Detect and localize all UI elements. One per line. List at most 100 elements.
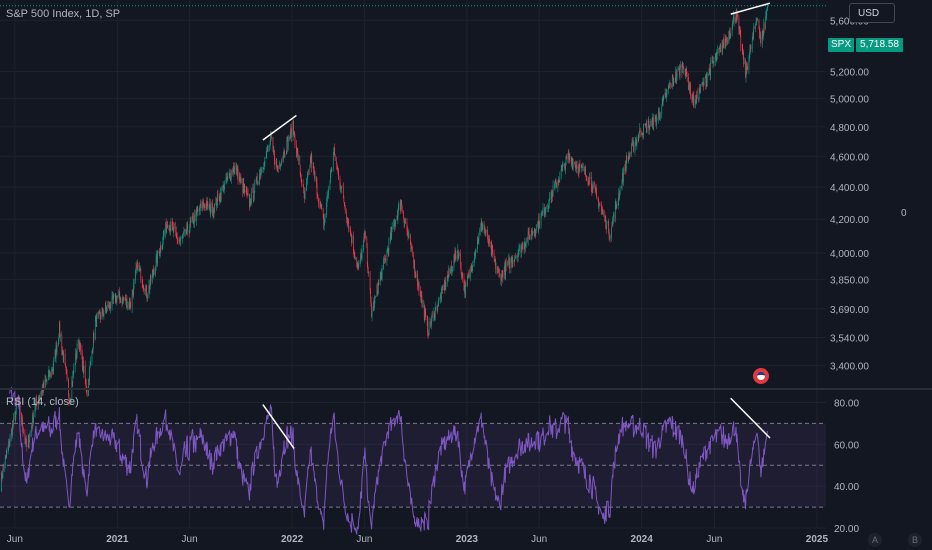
- candle-body: [329, 182, 331, 190]
- candle-body: [205, 203, 207, 208]
- candle-body: [245, 190, 247, 193]
- candle-body: [654, 116, 656, 118]
- candle-body: [127, 304, 128, 309]
- rsi-axis[interactable]: 80.00 60.00 40.00 20.00: [834, 398, 859, 535]
- candle-body: [343, 196, 345, 202]
- price-tick-label: 3,690.00: [830, 305, 869, 316]
- candle-body: [247, 193, 248, 195]
- candle-body: [58, 337, 60, 340]
- candle-body: [435, 306, 437, 310]
- candle-body: [260, 171, 261, 176]
- us-flag-icon[interactable]: [753, 368, 769, 384]
- time-axis[interactable]: Jun 2021 Jun 2022 Jun 2023 Jun 2024 Jun 2025: [7, 534, 829, 545]
- auto-scale-button[interactable]: A: [868, 533, 882, 547]
- candle-body: [602, 212, 604, 214]
- candle-body: [92, 350, 93, 353]
- candle-body: [173, 227, 175, 232]
- candle-body: [69, 401, 70, 403]
- candle-body: [661, 99, 663, 107]
- candle-body: [451, 265, 452, 272]
- candle-body: [485, 230, 487, 233]
- candle-body: [631, 144, 632, 154]
- candle-body: [489, 238, 490, 243]
- chart-title[interactable]: S&P 500 Index, 1D, SP: [6, 8, 121, 20]
- candle-body: [415, 271, 416, 278]
- candle-body: [509, 258, 510, 269]
- candle-body: [413, 263, 415, 264]
- candle-body: [385, 258, 386, 262]
- candle-body: [323, 217, 325, 228]
- candle-body: [670, 82, 671, 84]
- candle-body: [337, 167, 338, 169]
- candle-body: [480, 226, 482, 232]
- candle-body: [596, 192, 597, 197]
- candle-body: [306, 182, 307, 192]
- candle-body: [390, 230, 392, 238]
- candle-body: [132, 293, 134, 296]
- candle-body: [433, 311, 435, 320]
- price-axis[interactable]: 5,600.005,200.005,000.004,800.004,600.00…: [830, 16, 869, 372]
- candle-body: [236, 167, 237, 169]
- candle-body: [175, 226, 177, 232]
- candle-body: [424, 310, 426, 312]
- candle-body: [95, 316, 97, 327]
- candle-body: [300, 174, 302, 176]
- candle-body: [210, 203, 212, 211]
- candle-body: [628, 154, 630, 161]
- candle-body: [547, 206, 549, 208]
- candle-body: [611, 227, 612, 239]
- candle-body: [39, 396, 41, 398]
- candle-body: [636, 140, 637, 145]
- candle-body: [551, 191, 553, 194]
- candle-body: [63, 354, 65, 361]
- candle-body: [740, 35, 742, 47]
- candle-body: [728, 31, 730, 38]
- candle-body: [693, 95, 694, 103]
- candle-body: [522, 243, 523, 245]
- candle-body: [712, 60, 714, 64]
- candle-body: [767, 5, 768, 9]
- candle-body: [715, 56, 716, 61]
- candle-body: [98, 311, 99, 316]
- candle-body: [757, 19, 758, 21]
- candle-body: [317, 195, 319, 199]
- candle-body: [99, 313, 101, 318]
- candle-body: [598, 199, 599, 208]
- candle-body: [500, 277, 502, 282]
- rsi-band-lines: [0, 422, 826, 508]
- candle-body: [193, 217, 194, 224]
- candle-body: [175, 231, 177, 234]
- candle-body: [652, 126, 654, 129]
- candle-body: [133, 283, 134, 296]
- candle-body: [592, 184, 594, 192]
- rsi-title[interactable]: RSI (14, close): [6, 396, 79, 408]
- candle-body: [193, 222, 195, 224]
- candle-body: [627, 158, 629, 161]
- candle-body: [222, 188, 224, 189]
- candle-body: [749, 45, 751, 50]
- candle-body: [80, 343, 81, 350]
- currency-button[interactable]: USD: [849, 3, 895, 23]
- b-button[interactable]: B: [908, 533, 922, 547]
- candle-body: [381, 268, 383, 279]
- candle-body: [73, 368, 75, 374]
- candle-body: [417, 274, 418, 286]
- candle-body: [143, 287, 145, 290]
- candle-body: [749, 49, 751, 55]
- candle-body: [400, 204, 402, 209]
- candle-body: [625, 156, 627, 170]
- candle-body: [149, 285, 150, 290]
- candle-body: [140, 268, 142, 281]
- candle-body: [683, 68, 685, 73]
- candle-body: [548, 204, 550, 208]
- candle-body: [246, 192, 248, 195]
- candle-body: [48, 370, 50, 375]
- candle-body: [588, 182, 589, 183]
- candle-body: [455, 251, 456, 256]
- candle-body: [256, 176, 258, 180]
- candle-body: [618, 193, 620, 201]
- candle-body: [512, 257, 513, 265]
- candle-body: [6, 451, 8, 456]
- candle-body: [106, 306, 108, 311]
